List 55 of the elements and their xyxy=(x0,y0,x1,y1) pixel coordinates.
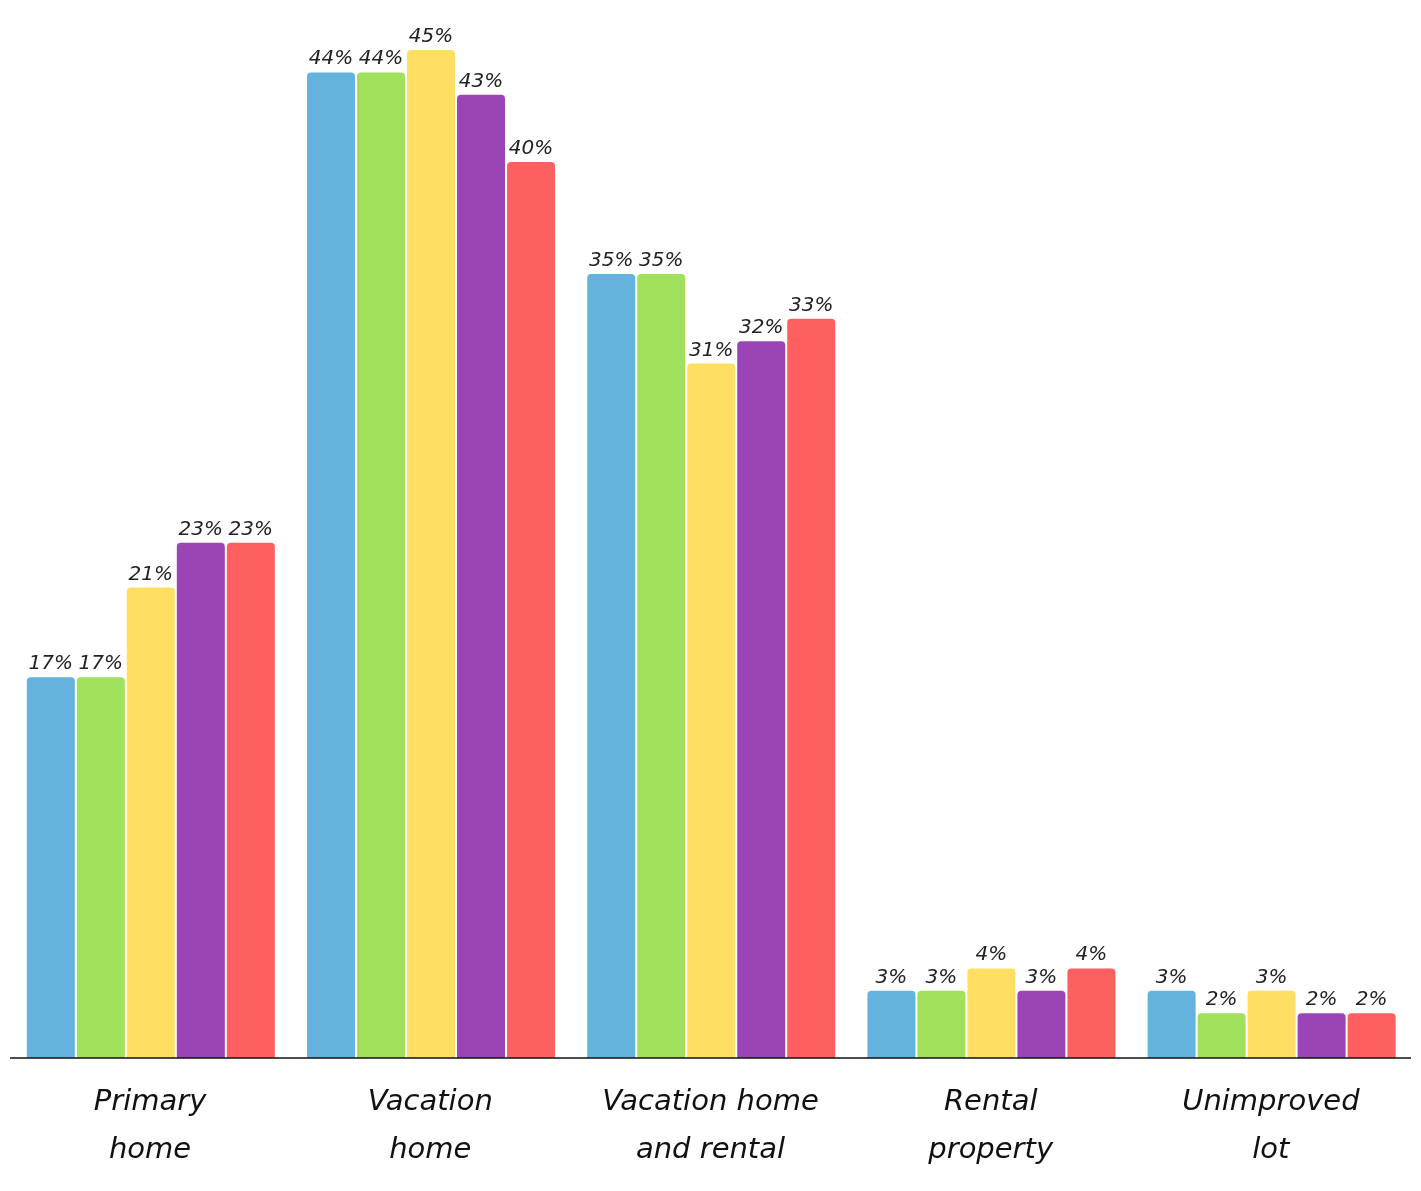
data-label: 35% xyxy=(638,247,684,271)
data-label: 2% xyxy=(1305,986,1338,1011)
bar xyxy=(357,72,406,1058)
x-tick-label: Vacation home xyxy=(367,1083,493,1165)
bar xyxy=(126,587,175,1058)
data-label: 44% xyxy=(358,45,404,70)
data-label: 3% xyxy=(875,963,908,988)
bar xyxy=(507,162,556,1058)
bar xyxy=(176,542,225,1058)
data-label: 33% xyxy=(788,291,834,316)
bar xyxy=(637,274,686,1058)
x-tick-label: Unimproved lot xyxy=(1182,1083,1361,1165)
bar xyxy=(787,318,836,1058)
bar xyxy=(1147,990,1196,1058)
bar xyxy=(1067,968,1116,1058)
data-label: 3% xyxy=(1155,963,1188,988)
data-label: 31% xyxy=(688,336,734,361)
bar xyxy=(1017,990,1066,1058)
bar xyxy=(457,94,506,1058)
data-label: 35% xyxy=(588,247,634,271)
data-label: 17% xyxy=(78,650,124,675)
data-label: 32% xyxy=(738,314,784,339)
bar xyxy=(867,990,916,1058)
bar xyxy=(737,341,786,1058)
bar xyxy=(587,274,636,1058)
data-label: 23% xyxy=(228,515,274,540)
bar xyxy=(687,363,736,1058)
data-label: 43% xyxy=(458,67,504,92)
data-label: 4% xyxy=(975,941,1008,966)
x-tick-label: Rental property xyxy=(927,1083,1054,1165)
bar xyxy=(226,542,275,1058)
bar xyxy=(1247,990,1296,1058)
x-tick-label: Primary home xyxy=(93,1083,208,1165)
bar xyxy=(1197,1013,1246,1058)
data-label: 2% xyxy=(1205,986,1238,1011)
data-label: 4% xyxy=(1075,941,1108,966)
bar xyxy=(1297,1013,1346,1058)
bar xyxy=(967,968,1016,1058)
data-label: 44% xyxy=(308,45,354,70)
bar xyxy=(407,50,456,1058)
data-label: 40% xyxy=(508,135,554,159)
data-label: 21% xyxy=(128,560,174,585)
bar xyxy=(307,72,356,1058)
data-label: 3% xyxy=(925,963,958,988)
bar xyxy=(917,990,966,1058)
bar xyxy=(1347,1013,1396,1058)
x-tick-label: Vacation home and rental xyxy=(602,1083,819,1165)
bar xyxy=(76,677,125,1058)
data-label: 17% xyxy=(28,650,74,675)
data-label: 45% xyxy=(408,23,454,47)
data-label: 3% xyxy=(1025,963,1058,988)
data-label: 3% xyxy=(1255,963,1288,988)
data-label: 23% xyxy=(178,515,224,540)
data-label: 2% xyxy=(1355,986,1388,1011)
bar xyxy=(26,677,75,1058)
